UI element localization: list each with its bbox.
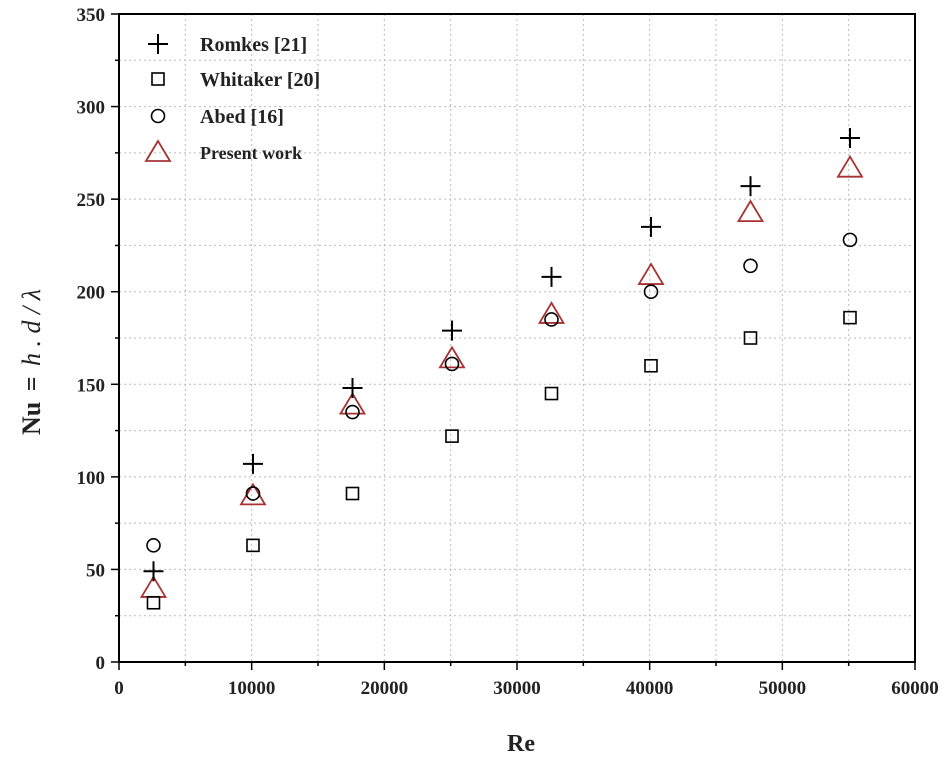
x-axis-title: Re xyxy=(507,731,535,757)
y-tick-label: 0 xyxy=(96,653,106,674)
y-axis-title-eq: = xyxy=(17,376,46,391)
data-point-circle xyxy=(643,284,659,300)
legend-label: Romkes [21] xyxy=(200,34,307,56)
data-point-triangle xyxy=(144,139,172,162)
data-point-triangle xyxy=(338,391,367,415)
series-square xyxy=(146,310,857,610)
grid xyxy=(119,14,915,662)
data-point-plus xyxy=(640,216,661,237)
data-point-triangle xyxy=(438,345,466,369)
legend-label: Present work xyxy=(200,143,302,163)
y-axis-title: Nu = h . d / λ xyxy=(17,289,46,435)
y-tick-label: 300 xyxy=(77,98,106,119)
data-point-square xyxy=(246,538,260,553)
data-point-circle xyxy=(146,538,161,553)
y-axis-title-rest: h . d / λ xyxy=(17,289,46,366)
x-tick-label: 50000 xyxy=(759,678,807,699)
data-point-square xyxy=(644,358,658,373)
series-plus xyxy=(143,128,860,582)
data-point-triangle xyxy=(836,154,864,178)
data-point-plus xyxy=(148,34,168,54)
y-tick-label: 150 xyxy=(77,375,106,396)
x-tick-label: 30000 xyxy=(493,678,541,699)
data-point-circle xyxy=(743,258,758,274)
data-point-circle xyxy=(444,356,460,372)
axes xyxy=(111,13,916,670)
data-point-circle xyxy=(150,108,166,124)
data-point-square xyxy=(544,386,559,401)
data-point-circle xyxy=(245,486,261,501)
legend-item: Whitaker [20] xyxy=(151,69,320,91)
data-point-square xyxy=(146,595,161,610)
y-axis-title-nu: Nu xyxy=(17,402,46,435)
data-point-plus xyxy=(541,266,562,287)
legend-label: Abed [16] xyxy=(200,106,284,128)
series-circle xyxy=(146,232,858,553)
data-point-square xyxy=(843,310,857,325)
data-point-triangle xyxy=(537,301,566,324)
data-point-triangle xyxy=(637,262,665,285)
legend-label: Whitaker [20] xyxy=(200,69,320,91)
y-tick-label: 50 xyxy=(86,560,105,581)
y-tick-label: 200 xyxy=(77,283,106,304)
data-points xyxy=(139,128,864,610)
data-point-plus xyxy=(242,453,263,474)
x-tick-label: 40000 xyxy=(626,678,674,699)
data-point-square xyxy=(445,429,459,443)
data-point-square xyxy=(743,331,758,345)
data-point-plus xyxy=(342,377,363,398)
legend-item: Present work xyxy=(144,139,302,163)
data-point-plus xyxy=(441,320,462,341)
data-point-plus xyxy=(143,561,164,582)
data-point-triangle xyxy=(736,199,765,223)
tick-labels: 0 10000 20000 30000 40000 50000 60000 0 50 100 150… xyxy=(77,5,939,699)
x-tick-label: 20000 xyxy=(361,678,409,699)
y-tick-label: 350 xyxy=(77,5,106,26)
legend-item: Romkes [21] xyxy=(148,34,307,56)
x-tick-label: 60000 xyxy=(891,678,939,699)
x-tick-label: 10000 xyxy=(228,678,276,699)
series-triangle xyxy=(139,154,864,598)
data-point-square xyxy=(151,72,165,86)
legend: Romkes [21] Whitaker [20] Abed [16] Present… xyxy=(144,34,320,163)
data-point-circle xyxy=(544,312,559,327)
data-point-plus xyxy=(839,128,860,149)
data-point-circle xyxy=(842,232,858,248)
data-point-square xyxy=(345,486,360,501)
legend-item: Abed [16] xyxy=(150,106,284,128)
data-point-plus xyxy=(740,176,761,197)
y-tick-label: 250 xyxy=(77,190,106,211)
x-tick-label: 0 xyxy=(114,678,124,699)
data-point-circle xyxy=(345,404,360,420)
y-tick-label: 100 xyxy=(77,468,106,489)
